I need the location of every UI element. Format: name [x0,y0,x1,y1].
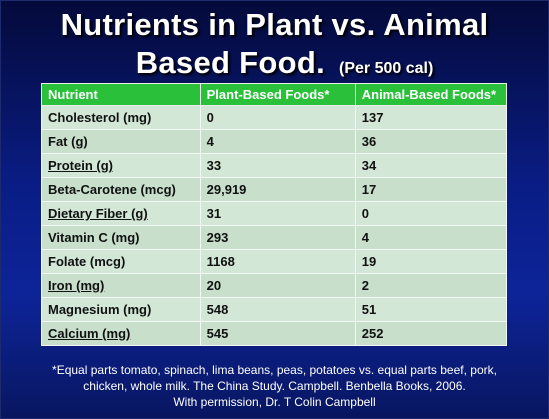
nutrient-cell: Iron (mg) [41,273,201,298]
table-row: Fat (g) 4 36 [41,129,508,154]
animal-value-cell: 51 [354,297,508,322]
nutrients-table: Nutrient Plant-Based Foods* Animal-Based… [41,83,508,346]
plant-value-cell: 29,919 [199,177,356,202]
table-row: Magnesium (mg) 548 51 [41,297,508,322]
plant-value-cell: 548 [199,297,356,322]
plant-value-cell: 20 [199,273,356,298]
nutrient-cell: Fat (g) [41,129,201,154]
footnote-line2: chicken, whole milk. The China Study. Ca… [83,379,466,393]
plant-value-cell: 0 [199,105,356,130]
footnote: *Equal parts tomato, spinach, lima beans… [1,362,548,410]
nutrient-cell: Folate (mcg) [41,249,201,274]
animal-value-cell: 19 [354,249,508,274]
slide-subtitle: (Per 500 cal) [339,60,434,77]
nutrient-cell: Calcium (mg) [41,321,201,346]
plant-value-cell: 1168 [199,249,356,274]
table-row: Calcium (mg) 545 252 [41,321,508,346]
animal-value-cell: 17 [354,177,508,202]
table-row: Vitamin C (mg) 293 4 [41,225,508,250]
plant-value-cell: 545 [199,321,356,346]
nutrient-cell: Dietary Fiber (g) [41,201,201,226]
plant-value-cell: 4 [199,129,356,154]
nutrient-cell: Protein (g) [41,153,201,178]
footnote-line3: With permission, Dr. T Colin Campbell [173,395,376,409]
header-animal-based: Animal-Based Foods* [354,83,508,106]
plant-value-cell: 31 [199,201,356,226]
table-row: Dietary Fiber (g) 31 0 [41,201,508,226]
animal-value-cell: 34 [354,153,508,178]
animal-value-cell: 0 [354,201,508,226]
plant-value-cell: 33 [199,153,356,178]
animal-value-cell: 36 [354,129,508,154]
nutrient-cell: Magnesium (mg) [41,297,201,322]
animal-value-cell: 252 [354,321,508,346]
slide-title-line2-text: Based Food. [135,45,326,80]
slide-title-line1: Nutrients in Plant vs. Animal [60,7,489,42]
plant-value-cell: 293 [199,225,356,250]
table-row: Folate (mcg) 1168 19 [41,249,508,274]
table-row: Iron (mg) 20 2 [41,273,508,298]
nutrient-cell: Cholesterol (mg) [41,105,201,130]
header-plant-based: Plant-Based Foods* [199,83,356,106]
table-row: Cholesterol (mg) 0 137 [41,105,508,130]
table-row: Beta-Carotene (mcg) 29,919 17 [41,177,508,202]
nutrient-cell: Beta-Carotene (mcg) [41,177,201,202]
table-row: Protein (g) 33 34 [41,153,508,178]
table-header-row: Nutrient Plant-Based Foods* Animal-Based… [41,83,508,106]
animal-value-cell: 4 [354,225,508,250]
animal-value-cell: 2 [354,273,508,298]
animal-value-cell: 137 [354,105,508,130]
header-nutrient: Nutrient [41,83,201,106]
slide-title-line2: Based Food. (Per 500 cal) [21,45,548,81]
nutrient-cell: Vitamin C (mg) [41,225,201,250]
footnote-line1: *Equal parts tomato, spinach, lima beans… [52,363,497,377]
